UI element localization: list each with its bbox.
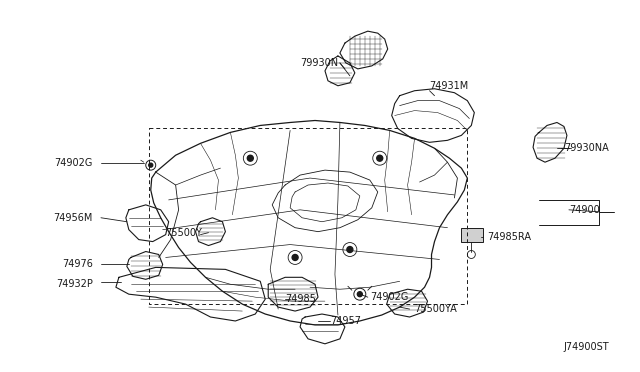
Circle shape [148, 163, 153, 167]
Text: 74956M: 74956M [54, 213, 93, 223]
Text: 74902G: 74902G [370, 292, 408, 302]
Text: 74900: 74900 [569, 205, 600, 215]
Circle shape [347, 247, 353, 253]
Text: 74931M: 74931M [429, 81, 468, 91]
Circle shape [377, 155, 383, 161]
Text: 79930N: 79930N [300, 58, 338, 68]
Bar [461, 228, 483, 241]
Text: 75500Y: 75500Y [166, 228, 202, 238]
Text: 75500YA: 75500YA [415, 304, 458, 314]
Text: 74985RA: 74985RA [487, 232, 531, 242]
Text: 74957: 74957 [330, 316, 361, 326]
Circle shape [247, 155, 253, 161]
Text: 74976: 74976 [62, 259, 93, 269]
Text: 79930NA: 79930NA [564, 143, 609, 153]
Circle shape [357, 292, 362, 296]
Text: 74902G: 74902G [54, 158, 93, 168]
Text: 74932P: 74932P [56, 279, 93, 289]
Circle shape [292, 254, 298, 260]
Text: 74985: 74985 [285, 294, 316, 304]
Text: J74900ST: J74900ST [563, 342, 609, 352]
